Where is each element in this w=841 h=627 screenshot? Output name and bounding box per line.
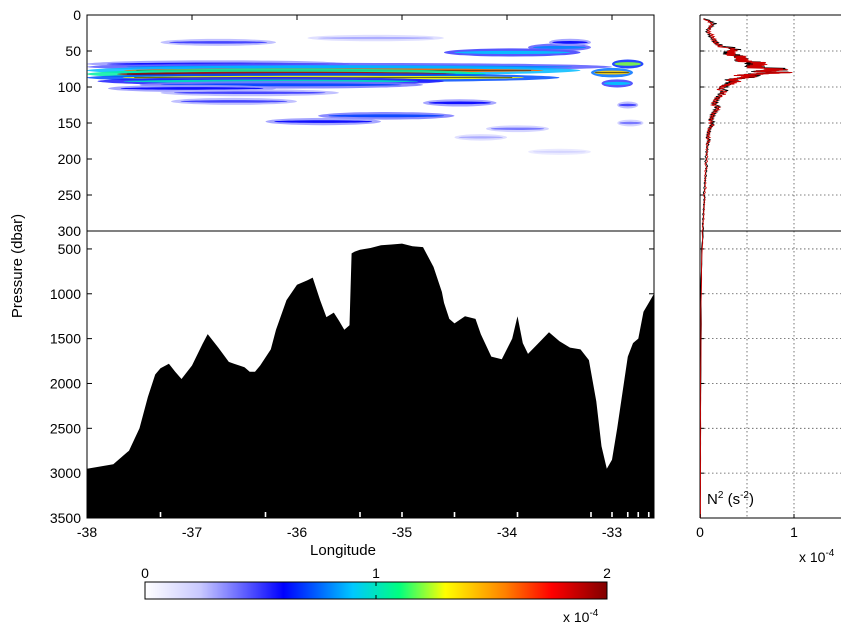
seafloor-area bbox=[87, 243, 654, 518]
topography-frame bbox=[86, 230, 655, 519]
heatmap-streak-core bbox=[317, 36, 434, 40]
colorbar-tick-label: 0 bbox=[141, 565, 149, 581]
colorbar-ticks: 0 1 2 bbox=[141, 565, 611, 599]
heatmap-streak-core bbox=[552, 41, 588, 44]
heatmap-y-tick-label: 100 bbox=[58, 79, 82, 95]
topography-y-tick-label: 500 bbox=[58, 241, 82, 257]
heatmap-streak-core bbox=[454, 50, 571, 55]
heatmap-y-tick-label: 300 bbox=[58, 223, 82, 239]
profile-x-tick-label: 1 bbox=[790, 524, 798, 540]
heatmap-streak-core bbox=[614, 62, 642, 66]
heatmap-y-tick-label: 0 bbox=[73, 7, 81, 23]
longitude-x-tick-label: -36 bbox=[287, 524, 307, 540]
heatmap-streaks bbox=[87, 34, 644, 155]
heatmap-y-tick-label: 200 bbox=[58, 151, 82, 167]
colorbar-multiplier: x 10-4 bbox=[563, 608, 599, 625]
heatmap-streak-core bbox=[428, 101, 491, 105]
heatmap-y-tick-label: 50 bbox=[65, 43, 81, 59]
y-axis-label: Pressure (dbar) bbox=[9, 214, 26, 318]
topography-y-ticks: 500 1000 1500 2000 2500 3000 3500 bbox=[50, 241, 654, 526]
longitude-x-ticks: -38 -37 -36 -35 -34 -33 bbox=[77, 15, 622, 540]
heatmap-streak-core bbox=[169, 41, 268, 44]
profile-gridlines bbox=[700, 15, 841, 518]
heatmap-streak-core bbox=[173, 91, 326, 95]
heatmap-panel: 0 50 100 150 200 250 300 bbox=[58, 7, 654, 239]
n2-profiles bbox=[700, 18, 793, 518]
topography-y-tick-label: 3000 bbox=[50, 465, 81, 481]
heatmap-streak-core bbox=[458, 136, 504, 139]
heatmap-y-ticks: 0 50 100 150 200 250 300 bbox=[58, 7, 654, 239]
topography-panel: 500 1000 1500 2000 2500 3000 3500 -38 -37 -36 -35… bbox=[50, 15, 654, 559]
heatmap-streak-core bbox=[120, 87, 264, 90]
longitude-x-tick-label: -34 bbox=[497, 524, 517, 540]
topography-y-tick-label: 3500 bbox=[50, 510, 81, 526]
longitude-x-tick-label: -33 bbox=[602, 524, 622, 540]
profile-x-label: N2 (s-2) bbox=[707, 490, 754, 508]
colorbar-tick-label: 1 bbox=[372, 565, 380, 581]
n2-profile-line-red bbox=[700, 18, 793, 518]
colorbar-tick-label: 2 bbox=[603, 565, 611, 581]
longitude-x-tick-label: -37 bbox=[182, 524, 202, 540]
station-marks bbox=[159, 512, 650, 517]
heatmap-streak-core bbox=[619, 121, 642, 125]
heatmap-streak-core bbox=[274, 120, 373, 123]
heatmap-streak-core bbox=[618, 103, 637, 107]
heatmap-streak-core bbox=[532, 45, 587, 49]
heatmap-y-tick-label: 250 bbox=[58, 187, 82, 203]
longitude-x-tick-label: -35 bbox=[392, 524, 412, 540]
topography-y-tick-label: 2500 bbox=[50, 420, 81, 436]
n2-profile-line-black bbox=[700, 18, 792, 518]
topography-y-tick-label: 2000 bbox=[50, 375, 81, 391]
x-axis-label: Longitude bbox=[310, 542, 376, 559]
topography-y-tick-label: 1000 bbox=[50, 286, 81, 302]
heatmap-streak-core bbox=[490, 127, 545, 130]
heatmap-y-tick-label: 150 bbox=[58, 115, 82, 131]
heatmap-streak-core bbox=[603, 81, 631, 85]
profile-x-tick-label: 0 bbox=[696, 524, 704, 540]
heatmap-streak-core bbox=[328, 114, 445, 118]
heatmap-streak-core bbox=[532, 150, 587, 153]
heatmap-streak-core bbox=[180, 100, 288, 103]
topography-y-tick-label: 1500 bbox=[50, 331, 81, 347]
longitude-x-tick-label: -38 bbox=[77, 524, 97, 540]
profile-x-multiplier: x 10-4 bbox=[799, 548, 835, 565]
colorbar: 0 1 2 x 10-4 bbox=[141, 565, 611, 625]
